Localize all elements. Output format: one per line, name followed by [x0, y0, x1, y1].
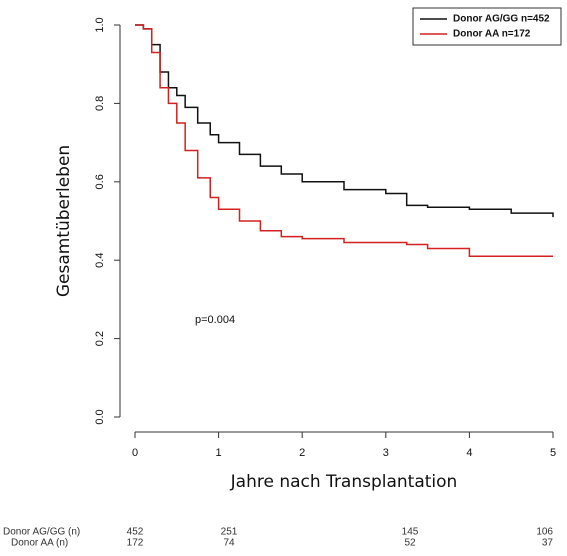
x-tick-label: 1	[216, 447, 222, 459]
p-value: p=0.004	[195, 314, 235, 326]
y-tick-label: 0.8	[94, 96, 106, 111]
x-axis-title: Jahre nach Transplantation	[230, 472, 458, 492]
risk-count: 52	[404, 538, 416, 549]
survival-curve	[135, 24, 553, 258]
risk-count: 172	[127, 538, 144, 549]
legend-box	[412, 7, 562, 46]
x-tick-label: 2	[299, 447, 305, 459]
x-tick-label: 4	[466, 447, 472, 459]
risk-count: 74	[223, 538, 235, 549]
risk-count: 251	[221, 527, 238, 538]
y-tick-label: 0.0	[94, 409, 106, 424]
x-tick-label: 0	[132, 447, 138, 459]
risk-row-label: Donor AG/GG (n)	[3, 527, 80, 538]
y-tick-label: 0.2	[94, 331, 106, 346]
y-tick-label: 0.4	[94, 253, 106, 268]
y-tick-label: 1.0	[94, 17, 106, 32]
x-tick-label: 5	[550, 447, 556, 459]
legend-label: Donor AA n=172	[453, 29, 531, 40]
risk-row-label: Donor AA (n)	[11, 538, 68, 549]
legend-label: Donor AG/GG n=452	[453, 14, 550, 25]
y-axis-title: Gesamtüberleben	[54, 145, 74, 297]
survival-curve	[135, 24, 554, 218]
x-tick-label: 3	[383, 447, 389, 459]
risk-count: 37	[542, 538, 554, 549]
risk-count: 145	[402, 527, 419, 538]
risk-count: 452	[127, 527, 144, 538]
y-tick-label: 0.6	[94, 174, 106, 189]
risk-count: 106	[536, 527, 553, 538]
